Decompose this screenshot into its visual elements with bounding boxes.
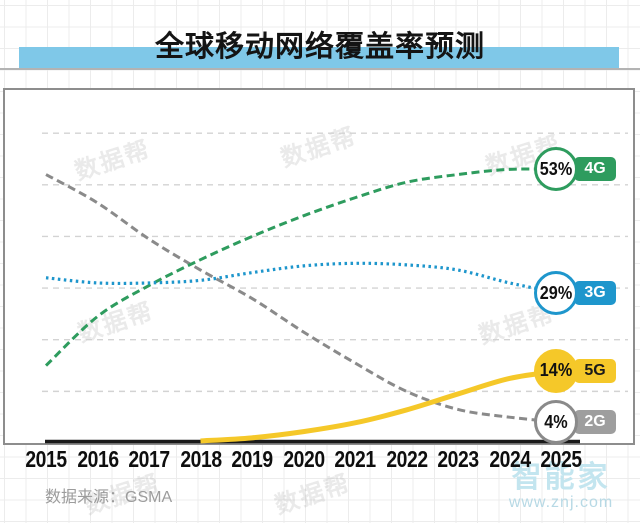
x-axis-label-2024: 2024 — [488, 446, 531, 472]
x-axis-label-2023: 2023 — [437, 446, 479, 472]
x-axis-label-2018: 2018 — [179, 446, 222, 472]
series-label-4g: 4G 53% — [534, 147, 624, 192]
series-value-circle-5g: 14% — [534, 348, 578, 393]
x-axis-label-2022: 2022 — [385, 446, 428, 472]
series-label-3g: 3G 29% — [534, 271, 624, 316]
page-title: 全球移动网络覆盖率预测 — [154, 31, 485, 63]
series-badge-5g: 5G — [574, 358, 616, 383]
series-value-text: 29% — [539, 282, 573, 303]
series-value-text: 14% — [539, 360, 573, 381]
title-underline — [0, 68, 640, 70]
site-watermark: 智能家 www.znj.com — [486, 462, 636, 512]
x-axis-label-2025: 2025 — [540, 446, 582, 472]
x-axis-label-2021: 2021 — [334, 446, 376, 472]
series-value-text: 4% — [544, 411, 568, 432]
series-value-text: 53% — [539, 158, 573, 179]
data-source-label: 数据来源：GSMA — [45, 489, 173, 506]
series-badge-3g: 3G — [574, 281, 616, 306]
series-label-5g: 5G 14% — [534, 348, 624, 393]
site-watermark-url: www.znj.com — [508, 494, 614, 511]
series-badge-2g: 2G — [574, 410, 616, 435]
series-label-2g: 2G 4% — [534, 400, 624, 445]
x-axis-label-2019: 2019 — [231, 446, 273, 472]
title-highlight-bar — [19, 47, 619, 68]
series-badge-4g: 4G — [574, 157, 616, 182]
series-value-circle-4g: 53% — [534, 147, 578, 192]
site-watermark-brand: 智能家 — [511, 461, 611, 494]
x-axis-label-2015: 2015 — [25, 446, 67, 472]
series-value-circle-2g: 4% — [534, 400, 578, 445]
x-axis-label-2017: 2017 — [128, 446, 170, 472]
series-value-circle-3g: 29% — [534, 271, 578, 316]
x-axis-label-2020: 2020 — [282, 446, 325, 472]
x-axis-label-2016: 2016 — [76, 446, 119, 472]
